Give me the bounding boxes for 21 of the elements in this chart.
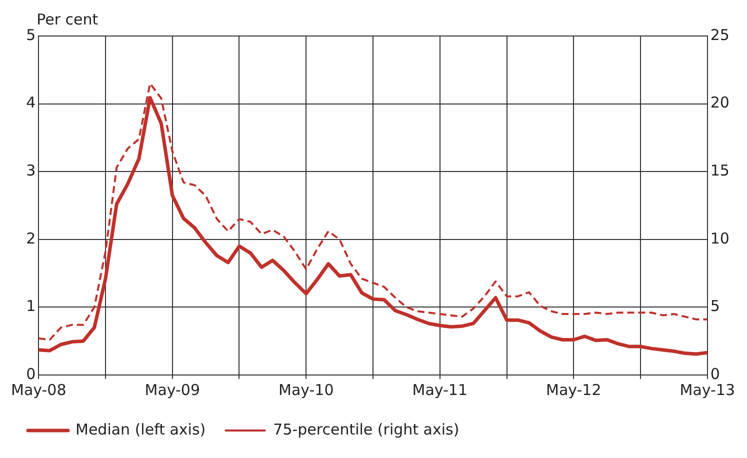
- y-tick-label: 4: [26, 94, 36, 112]
- y-tick-label: 5: [26, 26, 36, 44]
- x-tick-label: May-09: [144, 380, 200, 399]
- legend-label: Median (left axis): [76, 420, 206, 438]
- y2-tick-label: 20: [710, 94, 730, 112]
- y2-tick-label: 0: [710, 364, 720, 383]
- y2-tick-label: 5: [710, 297, 720, 316]
- x-tick-label: May-10: [278, 380, 334, 399]
- y-tick-label: 2: [26, 229, 36, 248]
- y2-tick-label: 10: [710, 229, 730, 248]
- y-axis-title: Per cent: [36, 10, 98, 28]
- y2-tick-label: 25: [710, 26, 730, 44]
- x-tick-label: May-08: [11, 380, 66, 399]
- y2-tick-label: 15: [710, 161, 730, 180]
- y-tick-label: 0: [26, 364, 36, 383]
- x-tick-label: May-11: [412, 380, 468, 399]
- legend-label: 75-percentile (right axis): [273, 420, 460, 438]
- x-tick-label: May-13: [680, 380, 735, 399]
- x-tick-label: May-12: [546, 380, 602, 399]
- y-tick-label: 1: [26, 297, 36, 316]
- y-tick-label: 3: [26, 161, 36, 180]
